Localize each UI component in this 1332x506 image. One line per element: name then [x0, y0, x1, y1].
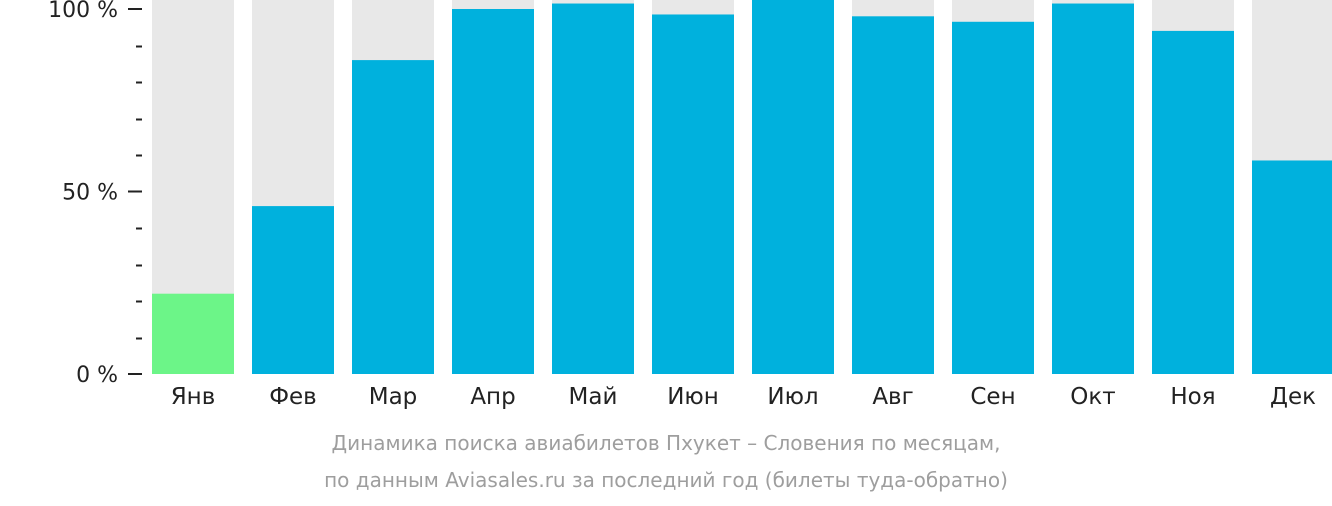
y-tick-label: 50 % — [62, 181, 118, 206]
x-tick-label: Сен — [970, 384, 1015, 410]
bar — [1152, 30, 1234, 375]
x-tick-label: Апр — [470, 384, 515, 410]
bar — [952, 21, 1034, 375]
x-tick-label: Окт — [1070, 384, 1115, 410]
x-tick-label: Июн — [667, 384, 719, 410]
x-tick-label: Янв — [171, 384, 216, 410]
x-tick-label: Июл — [767, 384, 818, 410]
bar — [152, 293, 234, 374]
chart-caption-line-2: по данным Aviasales.ru за последний год … — [324, 468, 1008, 492]
bar — [252, 206, 334, 374]
x-tick-label: Дек — [1270, 384, 1316, 410]
bar — [1052, 3, 1134, 375]
x-tick-label: Авг — [872, 384, 913, 410]
chart-caption-line-1: Динамика поиска авиабилетов Пхукет – Сло… — [331, 431, 1001, 455]
bar — [452, 9, 534, 374]
y-tick-label: 100 % — [48, 0, 118, 23]
x-tick-label: Мар — [369, 384, 418, 410]
bar — [352, 60, 434, 374]
bar — [752, 0, 834, 374]
bar — [1252, 160, 1332, 374]
bar — [652, 14, 734, 374]
x-tick-label: Ноя — [1170, 384, 1215, 410]
bar — [552, 3, 634, 375]
x-tick-label: Фев — [269, 384, 317, 410]
x-tick-label: Май — [569, 384, 618, 410]
bar — [852, 16, 934, 375]
y-tick-label: 0 % — [76, 363, 118, 388]
